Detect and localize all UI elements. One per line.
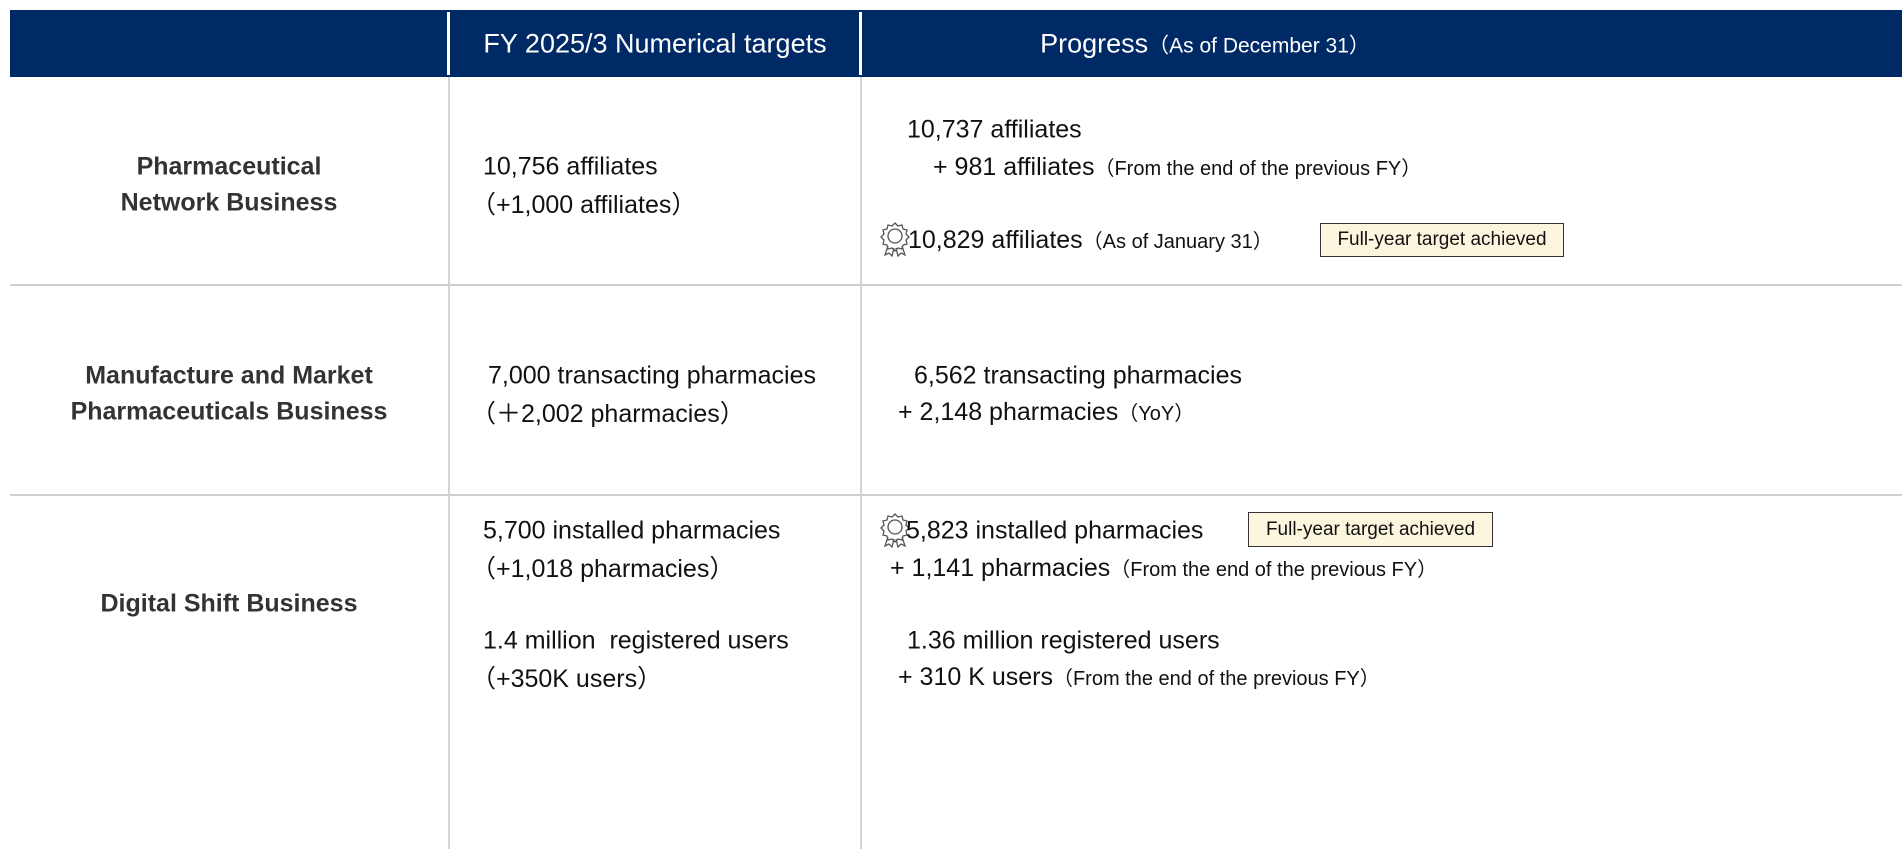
target: （+1,000 affiliates）: [471, 191, 697, 219]
target: （+350K users）: [471, 665, 663, 693]
row-line: [10, 494, 1902, 496]
achievement-badge: Full-year target achieved: [1320, 223, 1564, 257]
header-targets: FY 2025/3 Numerical targets: [483, 28, 827, 59]
progress: + 1,141 pharmacies（From the end of the p…: [890, 553, 1437, 583]
progress-note: （As of January 31）: [1082, 231, 1273, 253]
progress-text: + 1,141 pharmacies: [890, 554, 1111, 582]
header-progress: Progress（As of December 31）: [1040, 29, 1370, 60]
progress-text: 10,737 affiliates: [907, 115, 1082, 144]
row-label: Manufacture and Market: [85, 361, 373, 390]
progress: + 2,148 pharmacies（YoY）: [898, 397, 1194, 427]
progress-note: （From the end of the previous FY）: [1110, 559, 1438, 581]
progress: + 310 K users（From the end of the previo…: [898, 662, 1380, 692]
target: （＋2,002 pharmacies）: [471, 400, 745, 428]
header-separator: [447, 12, 450, 75]
progress-text: 1.36 million registered users: [907, 626, 1220, 655]
progress-text: 10,829 affiliates: [908, 226, 1083, 254]
progress: 10,737 affiliates: [907, 116, 1082, 145]
column-line: [860, 77, 862, 849]
header-progress-title: Progress: [1040, 28, 1149, 59]
progress: 6,562 transacting pharmacies: [914, 362, 1242, 391]
row-label: Pharmaceuticals Business: [70, 397, 388, 426]
target: 7,000 transacting pharmacies: [488, 361, 816, 390]
row-label: Digital Shift Business: [100, 589, 358, 618]
award-icon: [880, 222, 910, 257]
progress: 1.36 million registered users: [907, 627, 1220, 656]
progress-text: + 310 K users: [898, 663, 1053, 691]
progress-text: 6,562 transacting pharmacies: [914, 361, 1242, 390]
award-icon: [880, 513, 910, 548]
progress: 10,829 affiliates（As of January 31）: [908, 225, 1273, 255]
progress: 5,823 installed pharmacies: [906, 517, 1203, 546]
progress-note: （YoY）: [1118, 403, 1195, 425]
column-line: [448, 77, 450, 849]
target: （+1,018 pharmacies）: [471, 555, 735, 583]
progress-text: + 981 affiliates: [933, 153, 1095, 181]
progress-text: + 2,148 pharmacies: [898, 398, 1119, 426]
target: 5,700 installed pharmacies: [483, 516, 781, 545]
header-separator: [859, 12, 862, 75]
target: 10,756 affiliates: [483, 152, 658, 181]
row-label: Pharmaceutical: [136, 152, 322, 181]
row-label: Network Business: [120, 188, 338, 217]
progress: + 981 affiliates（From the end of the pre…: [933, 152, 1421, 182]
achievement-badge: Full-year target achieved: [1248, 512, 1493, 547]
header-progress-note: （As of December 31）: [1148, 34, 1370, 58]
progress-note: （From the end of the previous FY）: [1052, 668, 1380, 690]
row-line: [10, 284, 1902, 286]
progress-text: 5,823 installed pharmacies: [906, 516, 1204, 545]
target: 1.4 million registered users: [483, 626, 789, 655]
header-bar: [10, 10, 1902, 77]
progress-note: （From the end of the previous FY）: [1094, 158, 1422, 180]
